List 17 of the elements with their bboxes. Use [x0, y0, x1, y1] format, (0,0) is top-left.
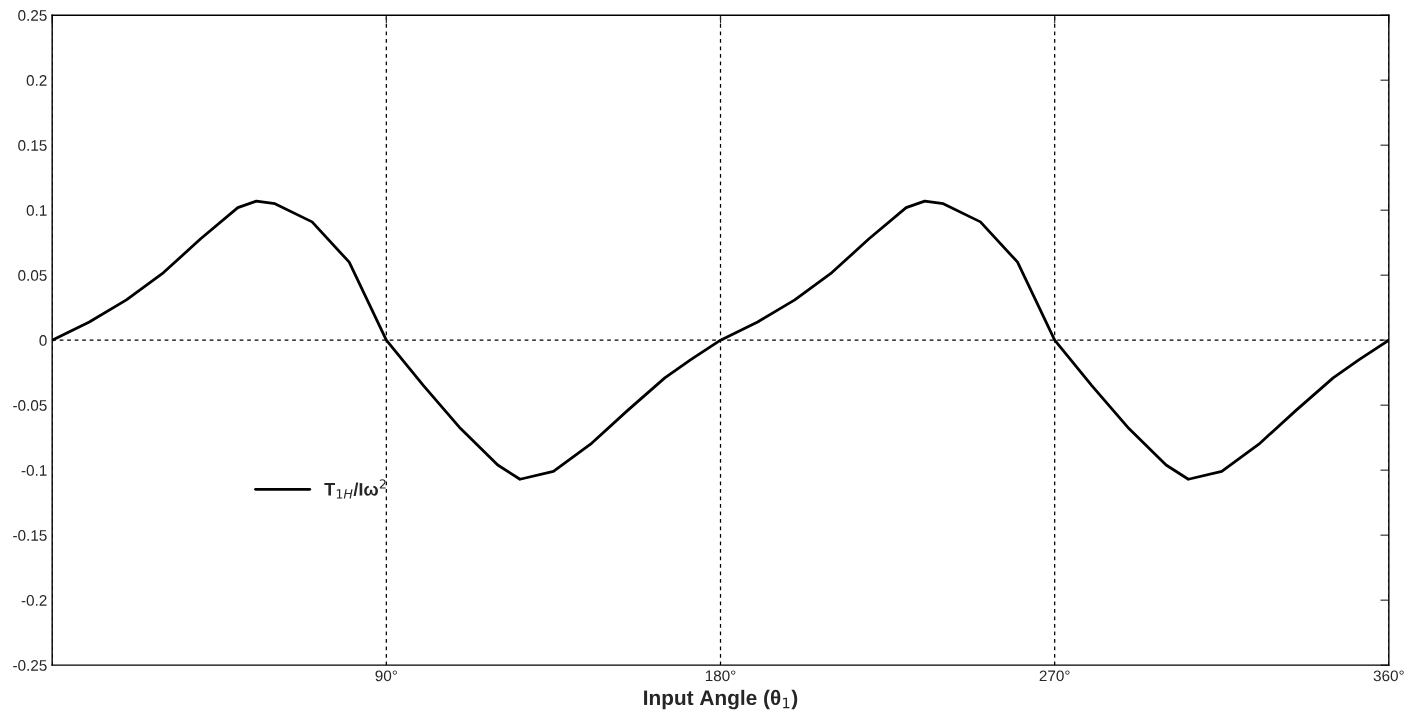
- y-tick-label: -0.1: [21, 465, 47, 476]
- y-tick-label: 0.05: [18, 270, 47, 281]
- y-tick-label: -0.2: [21, 595, 47, 606]
- y-tick-label: 0.2: [26, 75, 47, 86]
- legend-label: T$_{1H}$/Iω$^{2}$: [324, 479, 386, 499]
- y-tick-label: -0.15: [13, 530, 47, 541]
- y-tick-label: -0.25: [13, 660, 47, 671]
- x-tick-label: 90°: [375, 670, 397, 682]
- y-tick-label: -0.05: [13, 400, 47, 411]
- y-tick-label: 0.1: [26, 205, 47, 216]
- y-tick-label: 0: [39, 335, 47, 346]
- x-tick-label: 180°: [705, 670, 736, 682]
- y-tick-label: 0.15: [18, 140, 47, 151]
- y-tick-label: 0.25: [18, 10, 47, 21]
- x-tick-label: 270°: [1039, 670, 1070, 682]
- x-axis-title: Input Angle (θ$_{1}$): [644, 689, 798, 710]
- x-tick-label: 360°: [1373, 670, 1404, 682]
